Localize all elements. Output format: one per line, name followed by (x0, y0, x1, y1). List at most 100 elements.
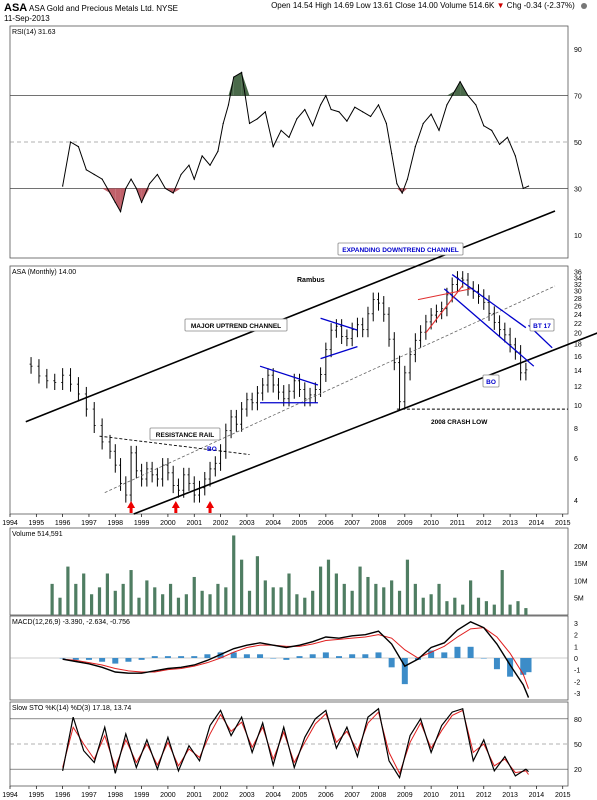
price-x-tick-label: 2003 (239, 520, 255, 527)
rsi-point (338, 111, 340, 113)
macd-histogram-bar (480, 658, 487, 659)
major-uptrend-channel-bottom (133, 332, 597, 515)
rsi-point (69, 141, 72, 143)
macd-histogram-bar (59, 658, 66, 659)
rsi-point (438, 129, 440, 131)
macd-line (62, 621, 530, 698)
volume-bar (66, 566, 70, 615)
price-x-tick-label: 2015 (555, 520, 571, 527)
volume-bar (208, 594, 212, 615)
rsi-point (304, 108, 306, 111)
rsi-point (248, 122, 251, 125)
stochastic-x-tick-label: 1996 (55, 792, 71, 799)
volume-bar (421, 597, 425, 615)
annotation-bt-17-box (529, 318, 555, 332)
rsi-point (201, 155, 203, 157)
stochastic-x-tick-label: 2004 (265, 792, 281, 799)
macd-histogram-bar (125, 658, 132, 662)
macd-tick-label: -3 (574, 691, 580, 698)
volume-bar (74, 583, 78, 615)
rsi-point (346, 120, 348, 122)
rsi-point (396, 183, 398, 185)
chart-header: ASA ASA Gold and Precious Metals Ltd. NY… (4, 2, 178, 14)
volume-tick-label: 10M (574, 578, 588, 585)
pattern-line (320, 346, 358, 360)
stochastic-x-tick-label: 2012 (476, 792, 492, 799)
macd-histogram-bar (336, 656, 343, 658)
price-x-tick-label: 2000 (160, 520, 176, 527)
annotation-bt-17: BT 17 (533, 323, 551, 330)
volume-bar (58, 597, 62, 615)
stochastic-label: Slow STO %K(14) %D(3) 17.18, 13.74 (12, 705, 131, 712)
stochastic-k-line (62, 707, 529, 780)
volume-bar (121, 583, 125, 615)
macd-histogram-bar (388, 658, 395, 668)
quote-bar: Open 14.54 High 14.69 Low 13.61 Close 14… (271, 1, 587, 10)
rsi-point (354, 106, 356, 108)
macd-histogram-bar (178, 656, 185, 658)
rsi-point (454, 90, 456, 92)
volume-bar (342, 583, 346, 615)
rsi-point (385, 122, 387, 125)
rsi-point (406, 178, 409, 180)
volume-bar (453, 597, 457, 615)
pattern-line (320, 317, 358, 331)
volume-bar (366, 576, 370, 615)
rsi-point (498, 143, 501, 145)
macd-histogram-bar (322, 652, 329, 658)
rsi-point (164, 187, 166, 189)
stochastic-x-tick-label: 2001 (186, 792, 202, 799)
stochastic-tick-label: 50 (574, 742, 582, 749)
rsi-point (256, 118, 259, 120)
price-x-tick-label: 2012 (476, 520, 492, 527)
volume-bar (374, 583, 378, 615)
volume-bar (113, 590, 117, 615)
price-x-tick-label: 2011 (450, 520, 465, 527)
volume-bar (429, 594, 433, 615)
volume-bar (271, 587, 275, 615)
rsi-line (62, 71, 529, 213)
exchange-label: NYSE (156, 4, 179, 13)
rsi-overbought-fill (228, 77, 234, 96)
macd-tick-label: 1 (574, 644, 578, 651)
volume-bar (445, 601, 449, 615)
rsi-point (109, 192, 111, 194)
rsi-point (209, 164, 211, 166)
rsi-label: RSI(14) 31.63 (12, 29, 56, 36)
volume-bar (405, 559, 410, 615)
major-uptrend-channel-top (25, 210, 556, 423)
stochastic-x-tick-label: 2003 (239, 792, 255, 799)
macd-histogram-bar (230, 652, 237, 658)
rsi-point (62, 185, 64, 187)
volume-bar (263, 580, 267, 615)
price-tick-label: 20 (574, 331, 582, 338)
pattern-line (259, 365, 319, 386)
rsi-tick-label: 30 (574, 186, 582, 193)
rsi-point (296, 118, 298, 120)
rsi-point (325, 95, 327, 97)
macd-histogram-bar (507, 658, 514, 677)
annotation-bo: BO (207, 446, 217, 453)
volume-bar (200, 590, 204, 615)
rsi-tick-label: 50 (574, 140, 582, 147)
macd-signal-line (62, 627, 529, 689)
macd-histogram-bar (138, 658, 145, 660)
rsi-point (85, 169, 87, 171)
rsi-point (93, 173, 95, 176)
volume-bar (176, 597, 181, 615)
macd-histogram-bar (493, 658, 500, 670)
price-tick-label: 26 (574, 303, 582, 310)
rsi-point (125, 187, 127, 189)
rsi-point (522, 187, 524, 189)
rsi-point (280, 129, 282, 131)
gear-circle-icon[interactable] (581, 2, 587, 9)
stochastic-x-tick-label: 2002 (213, 792, 229, 799)
volume-bar (508, 604, 512, 615)
macd-histogram-bar (309, 654, 316, 658)
rsi-point (377, 104, 380, 106)
annotation-expanding-downtrend-channel-box (337, 242, 464, 256)
stochastic-tick-label: 20 (574, 767, 582, 774)
rsi-point (222, 122, 224, 125)
price-x-tick-label: 1998 (107, 520, 123, 527)
volume-bar (397, 590, 402, 615)
